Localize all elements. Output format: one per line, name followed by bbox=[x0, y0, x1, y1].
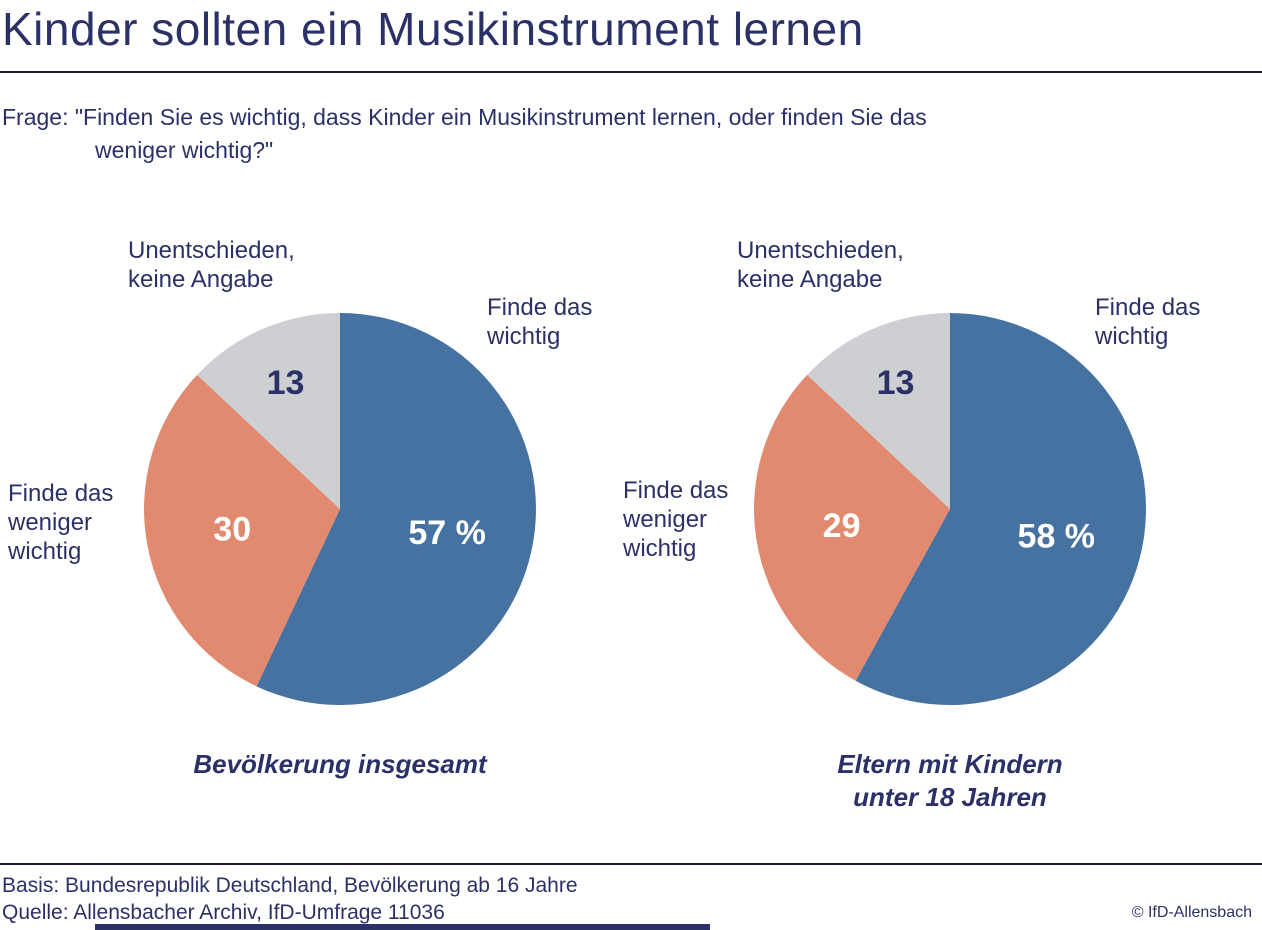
question-line2: weniger wichtig?" bbox=[95, 137, 274, 164]
pie-chart-population: 57 % 30 13 bbox=[143, 313, 536, 705]
footer-accent-bar bbox=[95, 924, 710, 930]
survey-question: Frage: "Finden Sie es wichtig, dass Kind… bbox=[2, 101, 927, 168]
footer-copyright: © IfD-Allensbach bbox=[1131, 904, 1252, 921]
label-less-important-right: Finde das weniger wichtig bbox=[623, 477, 729, 562]
pie-slice-2 bbox=[197, 313, 340, 509]
pie-slice-1 bbox=[753, 374, 950, 681]
pie-slice-0 bbox=[256, 313, 536, 705]
pie-slice-1 bbox=[143, 374, 340, 687]
label-undecided-right: Unentschieden, keine Angabe bbox=[737, 237, 904, 293]
footer-divider bbox=[0, 863, 1262, 865]
pie-slice-0 bbox=[855, 313, 1146, 705]
pie-chart-parents: 58 % 29 13 bbox=[753, 313, 1146, 705]
label-important-right: Finde das wichtig bbox=[1095, 294, 1201, 350]
question-line1: Frage: "Finden Sie es wichtig, dass Kind… bbox=[2, 104, 927, 130]
footer-basis: Basis: Bundesrepublik Deutschland, Bevöl… bbox=[2, 874, 578, 897]
label-undecided-left: Unentschieden, keine Angabe bbox=[128, 237, 295, 293]
slice-value-label: 30 bbox=[213, 511, 251, 549]
slice-value-label: 13 bbox=[877, 364, 915, 402]
pie-slice-2 bbox=[807, 313, 950, 509]
title-divider bbox=[0, 71, 1262, 73]
pie-caption-parents: Eltern mit Kindern unter 18 Jahren bbox=[837, 749, 1063, 812]
page-title: Kinder sollten ein Musikinstrument lerne… bbox=[2, 3, 864, 55]
label-important-left: Finde das wichtig bbox=[487, 294, 593, 350]
pie-caption-population: Bevölkerung insgesamt bbox=[193, 749, 487, 779]
slice-value-label: 58 % bbox=[1018, 517, 1096, 555]
footer-source: Quelle: Allensbacher Archiv, IfD-Umfrage… bbox=[2, 901, 445, 924]
label-less-important-left: Finde das weniger wichtig bbox=[8, 480, 114, 565]
slice-value-label: 57 % bbox=[408, 514, 486, 552]
slice-value-label: 13 bbox=[267, 364, 305, 402]
slice-value-label: 29 bbox=[823, 507, 861, 545]
